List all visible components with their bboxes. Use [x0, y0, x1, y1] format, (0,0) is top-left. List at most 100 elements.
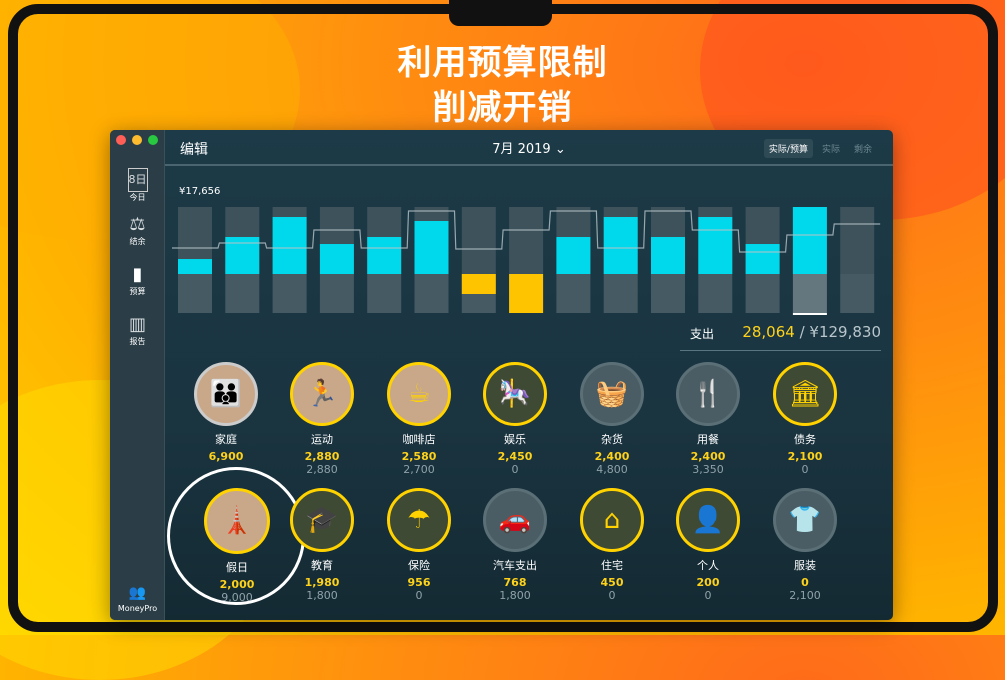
category-grocery-basket[interactable]: 🧺 杂货 2,400 4,800	[567, 362, 657, 476]
minimize-button[interactable]	[132, 135, 142, 145]
chart-column-bg	[840, 207, 875, 274]
category-carousel[interactable]: 🎠 娱乐 2,450 0	[470, 362, 560, 476]
chart-bar	[603, 217, 638, 274]
camera-notch	[449, 0, 552, 26]
category-budget: 0	[801, 463, 809, 476]
bar-chart-icon: ▥	[128, 314, 146, 335]
view-segmented-control: 实际/预算 实际 剩余	[763, 139, 877, 158]
chart-bar	[698, 217, 733, 274]
grocery-basket-icon: 🧺	[580, 362, 644, 426]
category-name: 运动	[311, 433, 333, 446]
tab-remaining[interactable]: 剩余	[853, 145, 872, 155]
category-spent: 6,900	[208, 450, 244, 463]
category-spent: 2,400	[594, 450, 630, 463]
chart-column-bg	[272, 274, 307, 313]
budget-chart	[172, 207, 881, 315]
chart-column-bg	[556, 274, 591, 313]
category-umbrella[interactable]: ☂ 保险 956 0	[374, 488, 464, 602]
category-fork-knife[interactable]: 🍴 用餐 2,400 3,350	[663, 362, 753, 476]
category-name: 杂货	[601, 433, 623, 446]
chart-bar-over	[461, 274, 496, 294]
category-name: 娱乐	[504, 433, 526, 446]
running-photo-icon: 🏃	[290, 362, 354, 426]
category-name: 用餐	[697, 433, 719, 446]
family-photo-icon: 👪	[194, 362, 258, 426]
month-selector[interactable]: 7月 2019 ⌄	[165, 138, 893, 157]
zoom-button[interactable]	[148, 135, 158, 145]
sidebar-item-reports[interactable]: ▥ 报告	[110, 314, 165, 347]
category-shirt[interactable]: 👕 服装 0 2,100	[760, 488, 850, 602]
shirt-icon: 👕	[773, 488, 837, 552]
budget-amount: ¥129,830	[809, 323, 881, 341]
category-eiffel-tower-photo[interactable]: 🗼 假日 2,000 9,000	[192, 488, 282, 604]
category-budget: 2,700	[403, 463, 435, 476]
edit-button[interactable]: 编辑	[180, 142, 208, 158]
chart-bar	[178, 259, 212, 274]
category-spent: 2,450	[497, 450, 533, 463]
category-budget: 0	[511, 463, 519, 476]
close-button[interactable]	[116, 135, 126, 145]
fork-knife-icon: 🍴	[676, 362, 740, 426]
category-budget: 9,000	[221, 591, 253, 604]
sidebar-item-label: 预算	[129, 287, 146, 296]
users-icon: 👥	[128, 585, 147, 601]
tab-actual[interactable]: 实际	[821, 145, 840, 155]
category-name: 汽车支出	[493, 559, 537, 572]
category-person[interactable]: 👤 个人 200 0	[663, 488, 753, 602]
month-label: 7月 2019	[492, 142, 551, 157]
category-name: 咖啡店	[402, 433, 436, 446]
category-bank[interactable]: 🏛 债务 2,100 0	[760, 362, 850, 476]
category-family-photo[interactable]: 👪 家庭 6,900	[181, 362, 271, 463]
category-name: 服装	[794, 559, 816, 572]
sidebar-item-budget[interactable]: ▮ 预算	[110, 264, 165, 297]
headline-line2: 削减开销	[432, 88, 573, 128]
calendar-icon: 8日	[127, 168, 148, 192]
category-budget: 2,100	[789, 589, 821, 602]
coffee-photo-icon: ☕	[387, 362, 451, 426]
category-name: 家庭	[215, 433, 237, 446]
category-budget: 1,800	[499, 589, 531, 602]
category-name: 债务	[794, 433, 816, 446]
category-name: 保险	[408, 559, 430, 572]
sidebar-item-balance[interactable]: ⚖ 结余	[110, 214, 165, 247]
sidebar-item-label: 结余	[129, 237, 146, 246]
app-logo: 👥 MoneyPro	[110, 582, 165, 613]
divider	[680, 350, 881, 351]
chart-column-bg	[792, 274, 827, 313]
chart-bar	[651, 237, 685, 274]
category-spent: 2,880	[304, 450, 340, 463]
category-coffee-photo[interactable]: ☕ 咖啡店 2,580 2,700	[374, 362, 464, 476]
chart-bar	[414, 220, 449, 274]
category-house[interactable]: ⌂ 住宅 450 0	[567, 488, 657, 602]
category-spent: 200	[696, 576, 720, 589]
chart-column-bg	[367, 274, 402, 313]
app-name: MoneyPro	[117, 604, 158, 613]
chart-column-bg	[178, 274, 212, 313]
chart-column-bg	[319, 274, 354, 313]
category-car[interactable]: 🚗 汽车支出 768 1,800	[470, 488, 560, 602]
sidebar-item-today[interactable]: 8日 今日	[110, 168, 165, 203]
category-spent: 2,400	[690, 450, 726, 463]
house-icon: ⌂	[580, 488, 644, 552]
chart-bar	[272, 217, 307, 274]
category-spent: 450	[600, 576, 624, 589]
spend-total: 28,064 / ¥129,830	[742, 323, 881, 341]
category-spent: 2,100	[787, 450, 823, 463]
category-spent: 768	[503, 576, 527, 589]
category-budget: 0	[608, 589, 616, 602]
category-spent: 2,580	[401, 450, 437, 463]
category-budget: 0	[704, 589, 712, 602]
chart-bar	[792, 207, 827, 274]
tab-actual-budget[interactable]: 实际/预算	[763, 139, 813, 158]
category-name: 教育	[311, 559, 333, 572]
chart-column-bg	[698, 274, 733, 313]
category-graduation-cap[interactable]: 🎓 教育 1,980 1,800	[277, 488, 367, 602]
category-spent: 956	[407, 576, 431, 589]
category-spent: 1,980	[304, 576, 340, 589]
person-icon: 👤	[676, 488, 740, 552]
category-running-photo[interactable]: 🏃 运动 2,880 2,880	[277, 362, 367, 476]
category-name: 住宅	[601, 559, 623, 572]
app-window: 8日 今日 ⚖ 结余 ▮ 预算 ▥ 报告 👥 MoneyPro 编辑 7月 2019 ⌄ …	[110, 130, 893, 620]
umbrella-icon: ☂	[387, 488, 451, 552]
spend-label: 支出	[690, 327, 715, 341]
